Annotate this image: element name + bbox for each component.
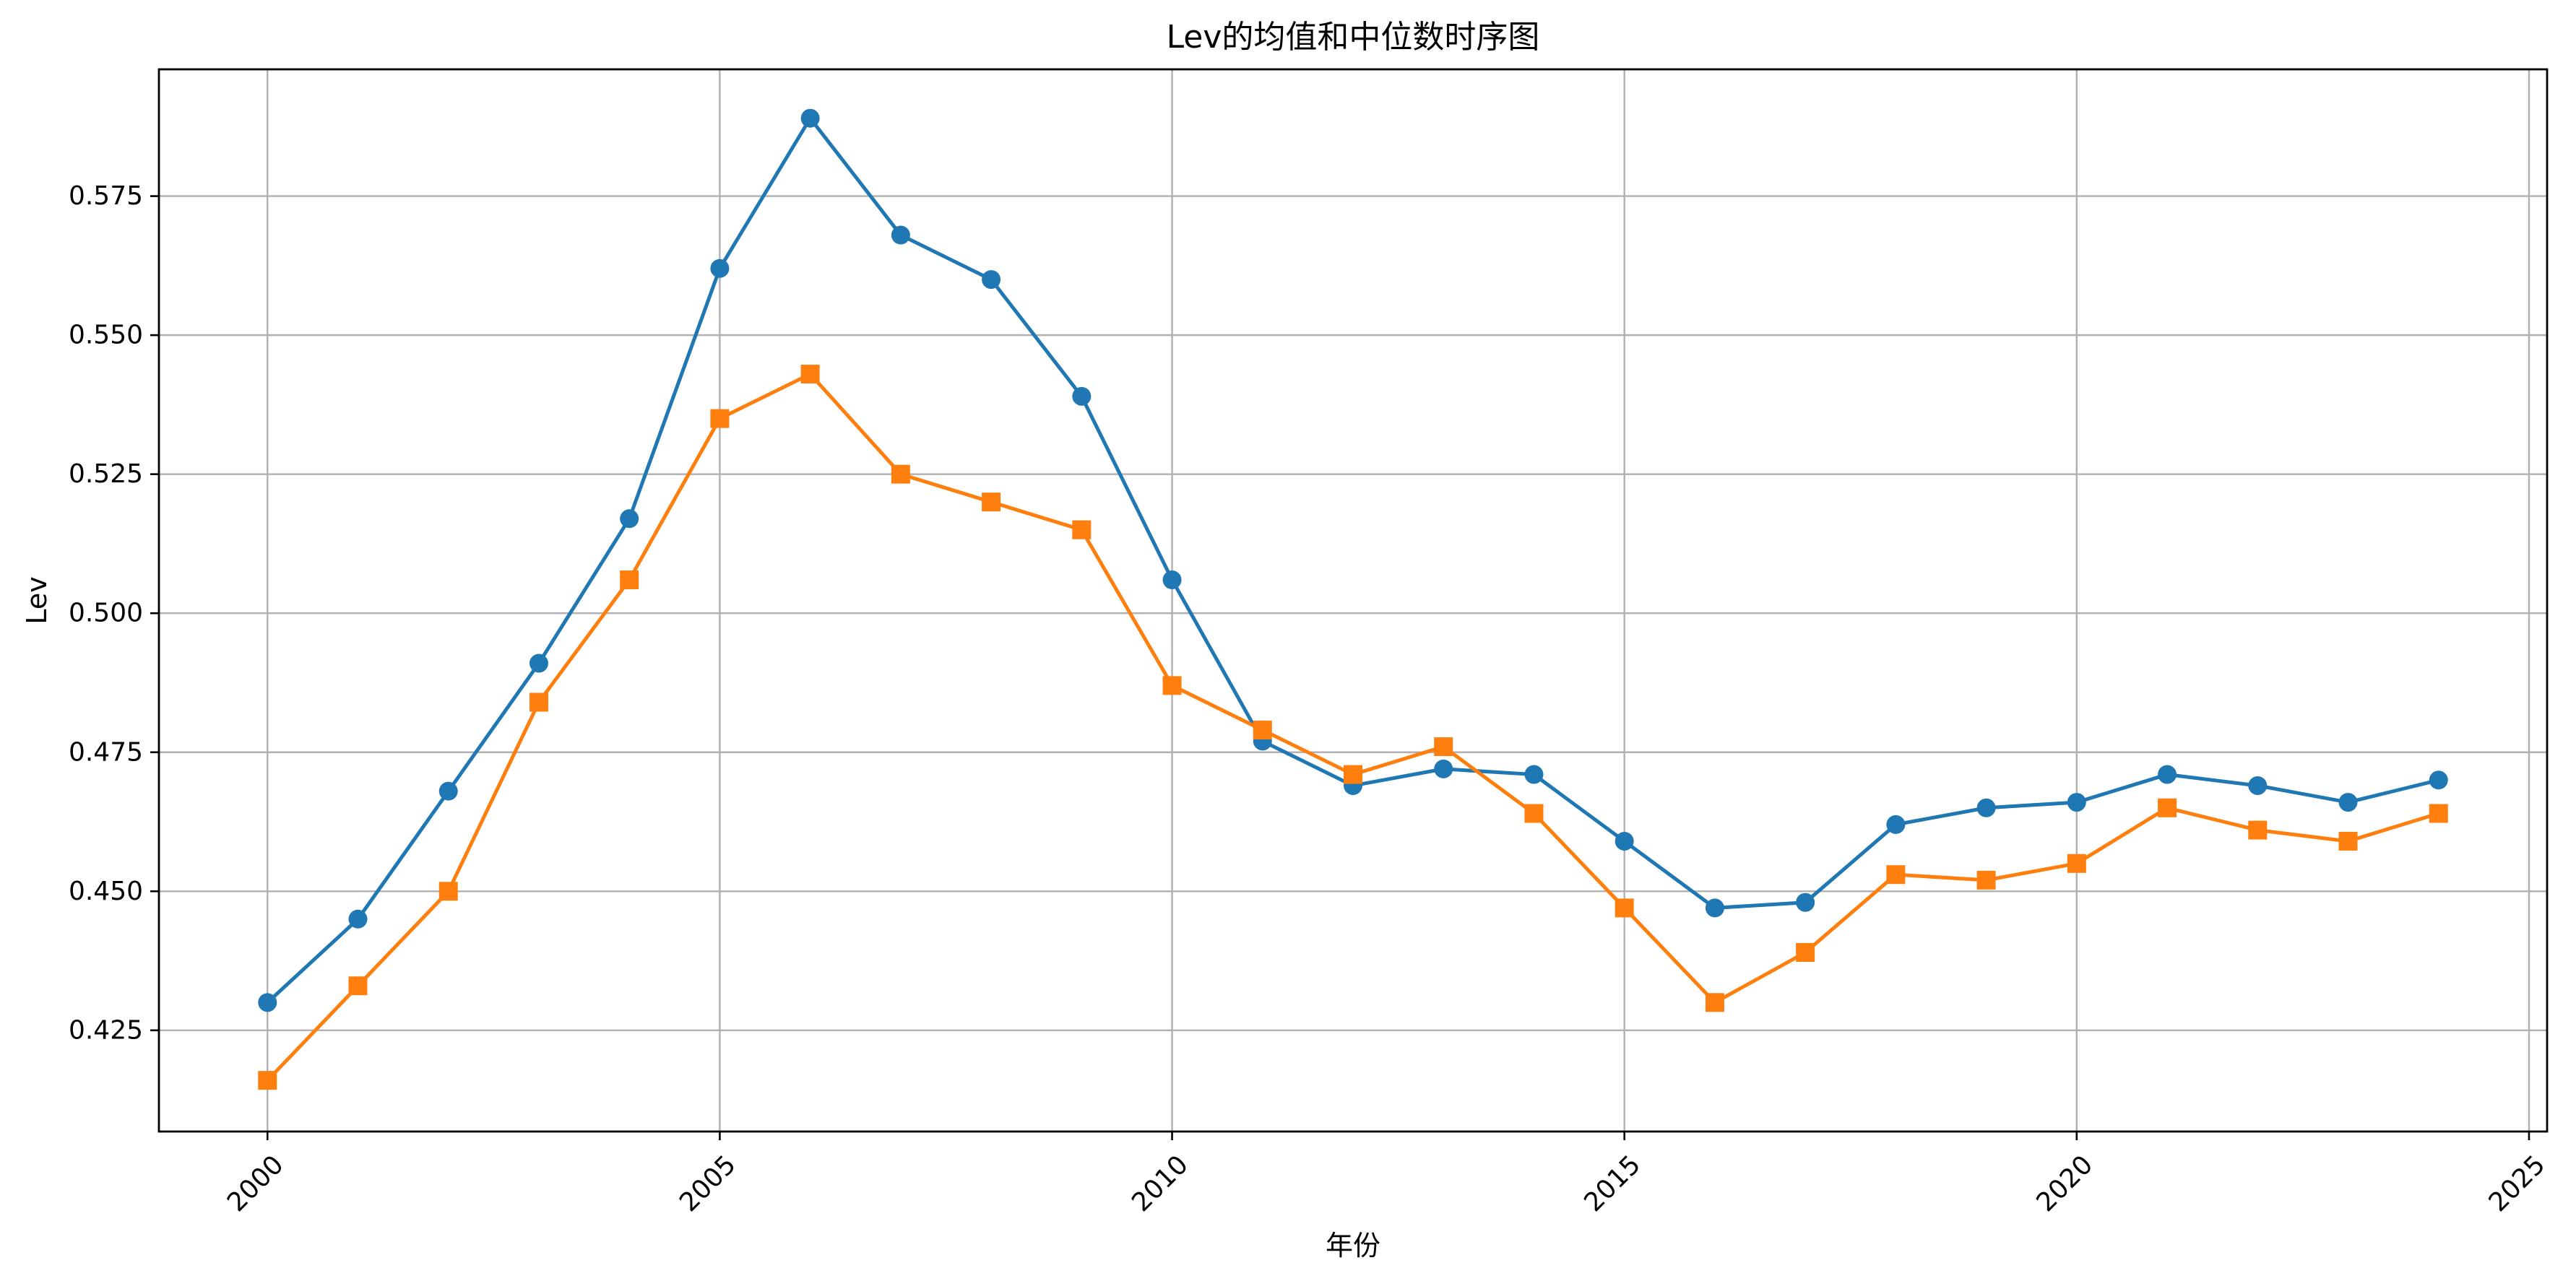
series-1-point — [1886, 815, 1906, 834]
series-1-point — [2158, 765, 2177, 784]
series-2-point — [1705, 993, 1724, 1012]
grid-lines — [159, 69, 2547, 1132]
series-1-point — [258, 993, 277, 1012]
series-1-point — [1434, 759, 1453, 778]
series-1-point — [438, 781, 458, 801]
series-2-point — [1976, 870, 1996, 890]
series-2-point — [710, 409, 730, 428]
series-1-point — [1524, 765, 1544, 784]
series-2-point — [1434, 737, 1453, 757]
series-2-point — [348, 976, 368, 996]
y-tick-label: 0.475 — [69, 737, 143, 767]
y-tick-label: 0.525 — [69, 459, 143, 489]
series-2-point — [1162, 676, 1182, 695]
series-1-point — [1705, 898, 1724, 918]
y-tick-label: 0.500 — [69, 599, 143, 628]
y-axis-label: Lev — [21, 576, 53, 624]
series-1-point — [710, 259, 730, 278]
series-1-point — [891, 225, 910, 245]
series-1-point — [1615, 831, 1634, 851]
series-1-point — [529, 653, 548, 673]
y-tick-label: 0.450 — [69, 877, 143, 906]
y-tick-label: 0.425 — [69, 1015, 143, 1045]
series-1-point — [1072, 386, 1092, 406]
y-tick-label: 0.550 — [69, 321, 143, 350]
series-1-point — [620, 509, 639, 529]
series-2-point — [529, 692, 548, 712]
series-2-point — [620, 570, 639, 590]
series-1-point — [982, 270, 1001, 290]
series-2-point — [1253, 720, 1272, 739]
series-1-point — [2429, 770, 2448, 790]
series-1-point — [1796, 893, 1815, 912]
series-2-point — [1796, 943, 1815, 963]
series-2-point — [2248, 820, 2268, 840]
series-2-point — [800, 365, 820, 384]
series-2-point — [891, 464, 910, 484]
series-1-point — [2067, 793, 2086, 812]
series-2-point — [1615, 898, 1634, 918]
series-1-point — [800, 108, 820, 128]
series-1-point — [2248, 776, 2268, 795]
series-1-point — [1976, 798, 1996, 817]
series-2-point — [1524, 804, 1544, 823]
series-1 — [258, 108, 2448, 1012]
series-1-point — [2338, 793, 2358, 812]
series-2-point — [2158, 798, 2177, 817]
series-2-point — [2429, 804, 2448, 823]
y-tick-label: 0.575 — [69, 181, 143, 211]
series-2 — [258, 365, 2448, 1090]
plot-area-frame — [157, 68, 2549, 1133]
series-2-point — [438, 882, 458, 901]
series-group — [258, 108, 2448, 1090]
x-axis-label: 年份 — [1326, 1230, 1380, 1262]
series-2-point — [982, 492, 1001, 512]
series-2-point — [1886, 865, 1906, 885]
chart-title: Lev的均值和中位数时序图 — [1167, 19, 1540, 56]
series-2-point — [2338, 831, 2358, 851]
series-1-point — [1162, 570, 1182, 590]
series-2-point — [1344, 765, 1362, 784]
series-2-point — [2067, 854, 2086, 873]
series-2-point — [1072, 520, 1092, 539]
series-2-point — [258, 1071, 277, 1090]
series-1-point — [348, 909, 368, 929]
